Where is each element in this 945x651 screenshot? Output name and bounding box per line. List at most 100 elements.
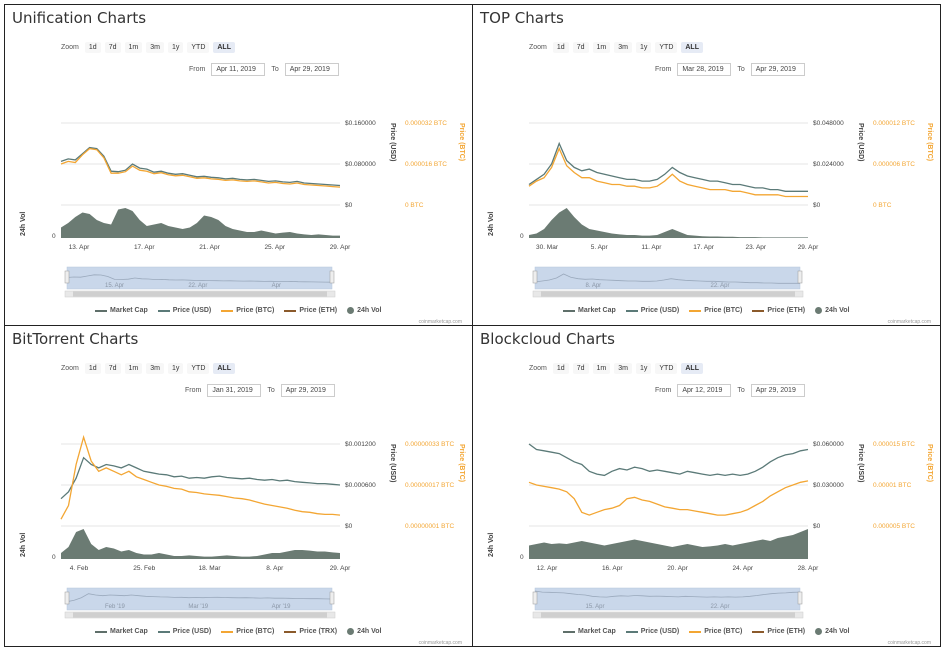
- zoom-button-ytd[interactable]: YTD: [655, 363, 678, 374]
- navigator-tick-label: 15. Apr: [105, 283, 124, 289]
- from-label: From: [655, 387, 672, 394]
- usd-tick-label: $0: [813, 523, 821, 530]
- x-tick-label: 4. Feb: [70, 565, 89, 572]
- zoom-button-7d[interactable]: 7d: [572, 363, 589, 374]
- zoom-button-7d[interactable]: 7d: [572, 42, 589, 53]
- navigator-handle-right[interactable]: [329, 270, 335, 284]
- zoom-button-all[interactable]: ALL: [681, 363, 703, 374]
- zoom-button-all[interactable]: ALL: [681, 42, 703, 53]
- legend-item[interactable]: Price (USD): [157, 628, 211, 635]
- legend-item[interactable]: Market Cap: [95, 307, 148, 314]
- credit-text[interactable]: coinmarketcap.com: [418, 640, 462, 646]
- scrollbar-thumb[interactable]: [541, 291, 795, 297]
- zoom-button-3m[interactable]: 3m: [146, 363, 164, 374]
- legend-item[interactable]: Price (BTC): [689, 307, 742, 314]
- legend-item[interactable]: Price (BTC): [221, 307, 274, 314]
- credit-text[interactable]: coinmarketcap.com: [418, 319, 462, 325]
- to-date-input[interactable]: Apr 29, 2019: [280, 384, 335, 397]
- navigator-handle-right[interactable]: [797, 591, 803, 605]
- to-date-input[interactable]: Apr 29, 2019: [750, 63, 805, 76]
- zoom-button-all[interactable]: ALL: [213, 42, 235, 53]
- btc-tick-label: 0.000016 BTC: [405, 161, 447, 168]
- to-label: To: [267, 387, 275, 394]
- legend-item[interactable]: Market Cap: [563, 628, 616, 635]
- zoom-button-1m[interactable]: 1m: [592, 42, 611, 53]
- legend-item[interactable]: Price (BTC): [221, 628, 274, 635]
- btc-axis-title: Price (BTC): [458, 444, 465, 482]
- legend-item[interactable]: Market Cap: [563, 307, 616, 314]
- zoom-button-1y[interactable]: 1y: [635, 42, 652, 53]
- from-date-input[interactable]: Apr 12, 2019: [677, 384, 732, 397]
- zoom-button-1d[interactable]: 1d: [552, 363, 569, 374]
- x-tick-label: 8. Apr: [266, 565, 284, 572]
- credit-text[interactable]: coinmarketcap.com: [887, 640, 931, 646]
- scrollbar-thumb[interactable]: [73, 612, 327, 618]
- zoom-button-3m[interactable]: 3m: [146, 42, 164, 53]
- legend-item[interactable]: Market Cap: [95, 628, 148, 635]
- navigator-handle-left[interactable]: [532, 270, 538, 284]
- zoom-button-1y[interactable]: 1y: [167, 363, 184, 374]
- navigator-handle-left[interactable]: [64, 270, 70, 284]
- usd-axis-title: Price (USD): [857, 123, 864, 162]
- zoom-button-1d[interactable]: 1d: [552, 42, 569, 53]
- to-date-input[interactable]: Apr 29, 2019: [750, 384, 805, 397]
- chart-legend: Market Cap Price (USD) Price (BTC) Price (E…: [95, 307, 382, 314]
- legend-item[interactable]: 24h Vol: [347, 307, 382, 314]
- x-tick-label: 21. Apr: [199, 244, 220, 251]
- from-date-input[interactable]: Mar 28, 2019: [677, 63, 732, 76]
- legend-item[interactable]: Price (USD): [625, 307, 680, 314]
- to-date-input[interactable]: Apr 29, 2019: [284, 63, 339, 76]
- legend-item[interactable]: 24h Vol: [815, 628, 850, 635]
- legend-item[interactable]: 24h Vol: [347, 628, 382, 635]
- zoom-button-all[interactable]: ALL: [213, 363, 235, 374]
- scrollbar-thumb[interactable]: [541, 612, 795, 618]
- zoom-button-3m[interactable]: 3m: [614, 42, 632, 53]
- zoom-button-1d[interactable]: 1d: [84, 42, 101, 53]
- zoom-button-1y[interactable]: 1y: [167, 42, 184, 53]
- zoom-button-1d[interactable]: 1d: [84, 363, 101, 374]
- credit-text[interactable]: coinmarketcap.com: [887, 319, 931, 325]
- zoom-button-1m[interactable]: 1m: [124, 363, 143, 374]
- legend-swatch: [752, 630, 765, 633]
- legend-item[interactable]: Price (ETH): [284, 307, 337, 314]
- zoom-button-1m[interactable]: 1m: [592, 363, 611, 374]
- navigator-handle-right[interactable]: [797, 270, 803, 284]
- volume-zero-label: 0: [520, 554, 524, 561]
- legend-dot: [815, 307, 823, 314]
- navigator-handle-left[interactable]: [532, 591, 538, 605]
- x-tick-label: 20. Apr: [667, 565, 688, 572]
- legend-label: Price (ETH): [767, 307, 806, 314]
- zoom-button-ytd[interactable]: YTD: [187, 363, 210, 374]
- legend-item[interactable]: 24h Vol: [815, 307, 850, 314]
- legend-swatch: [563, 630, 575, 633]
- to-label: To: [271, 66, 279, 73]
- legend-item[interactable]: Price (USD): [625, 628, 679, 635]
- btc-axis-title: Price (BTC): [458, 123, 465, 161]
- zoom-button-ytd[interactable]: YTD: [187, 42, 210, 53]
- zoom-button-3m[interactable]: 3m: [614, 363, 632, 374]
- legend-item[interactable]: Price (ETH): [752, 307, 805, 314]
- btc-tick-label: 0.000012 BTC: [873, 120, 915, 127]
- legend-item[interactable]: Price (BTC): [689, 628, 742, 635]
- price-chart: $0.060000 $0.030000 $0 0.000015 BTC 0.00001 …: [488, 441, 933, 619]
- zoom-button-ytd[interactable]: YTD: [655, 42, 678, 53]
- navigator-handle-left[interactable]: [64, 591, 70, 605]
- zoom-button-1m[interactable]: 1m: [124, 42, 143, 53]
- legend-item[interactable]: Price (TRX): [284, 628, 337, 635]
- from-date-input[interactable]: Apr 11, 2019: [211, 63, 266, 76]
- legend-label: Price (USD): [640, 307, 680, 314]
- zoom-button-1y[interactable]: 1y: [635, 363, 652, 374]
- usd-tick-label: $0: [813, 202, 821, 209]
- legend-item[interactable]: Price (ETH): [752, 628, 805, 635]
- chart-title: TOP Charts: [480, 9, 564, 27]
- scrollbar-thumb[interactable]: [73, 291, 327, 297]
- from-date-input[interactable]: Jan 31, 2019: [207, 384, 262, 397]
- navigator-handle-right[interactable]: [329, 591, 335, 605]
- from-label: From: [189, 66, 206, 73]
- zoom-button-7d[interactable]: 7d: [104, 42, 121, 53]
- legend-item[interactable]: Price (USD): [157, 307, 211, 314]
- series-line-price-usd: [528, 141, 808, 192]
- x-tick-label: 29. Apr: [330, 244, 351, 251]
- zoom-button-7d[interactable]: 7d: [104, 363, 121, 374]
- navigator-window[interactable]: [534, 587, 801, 611]
